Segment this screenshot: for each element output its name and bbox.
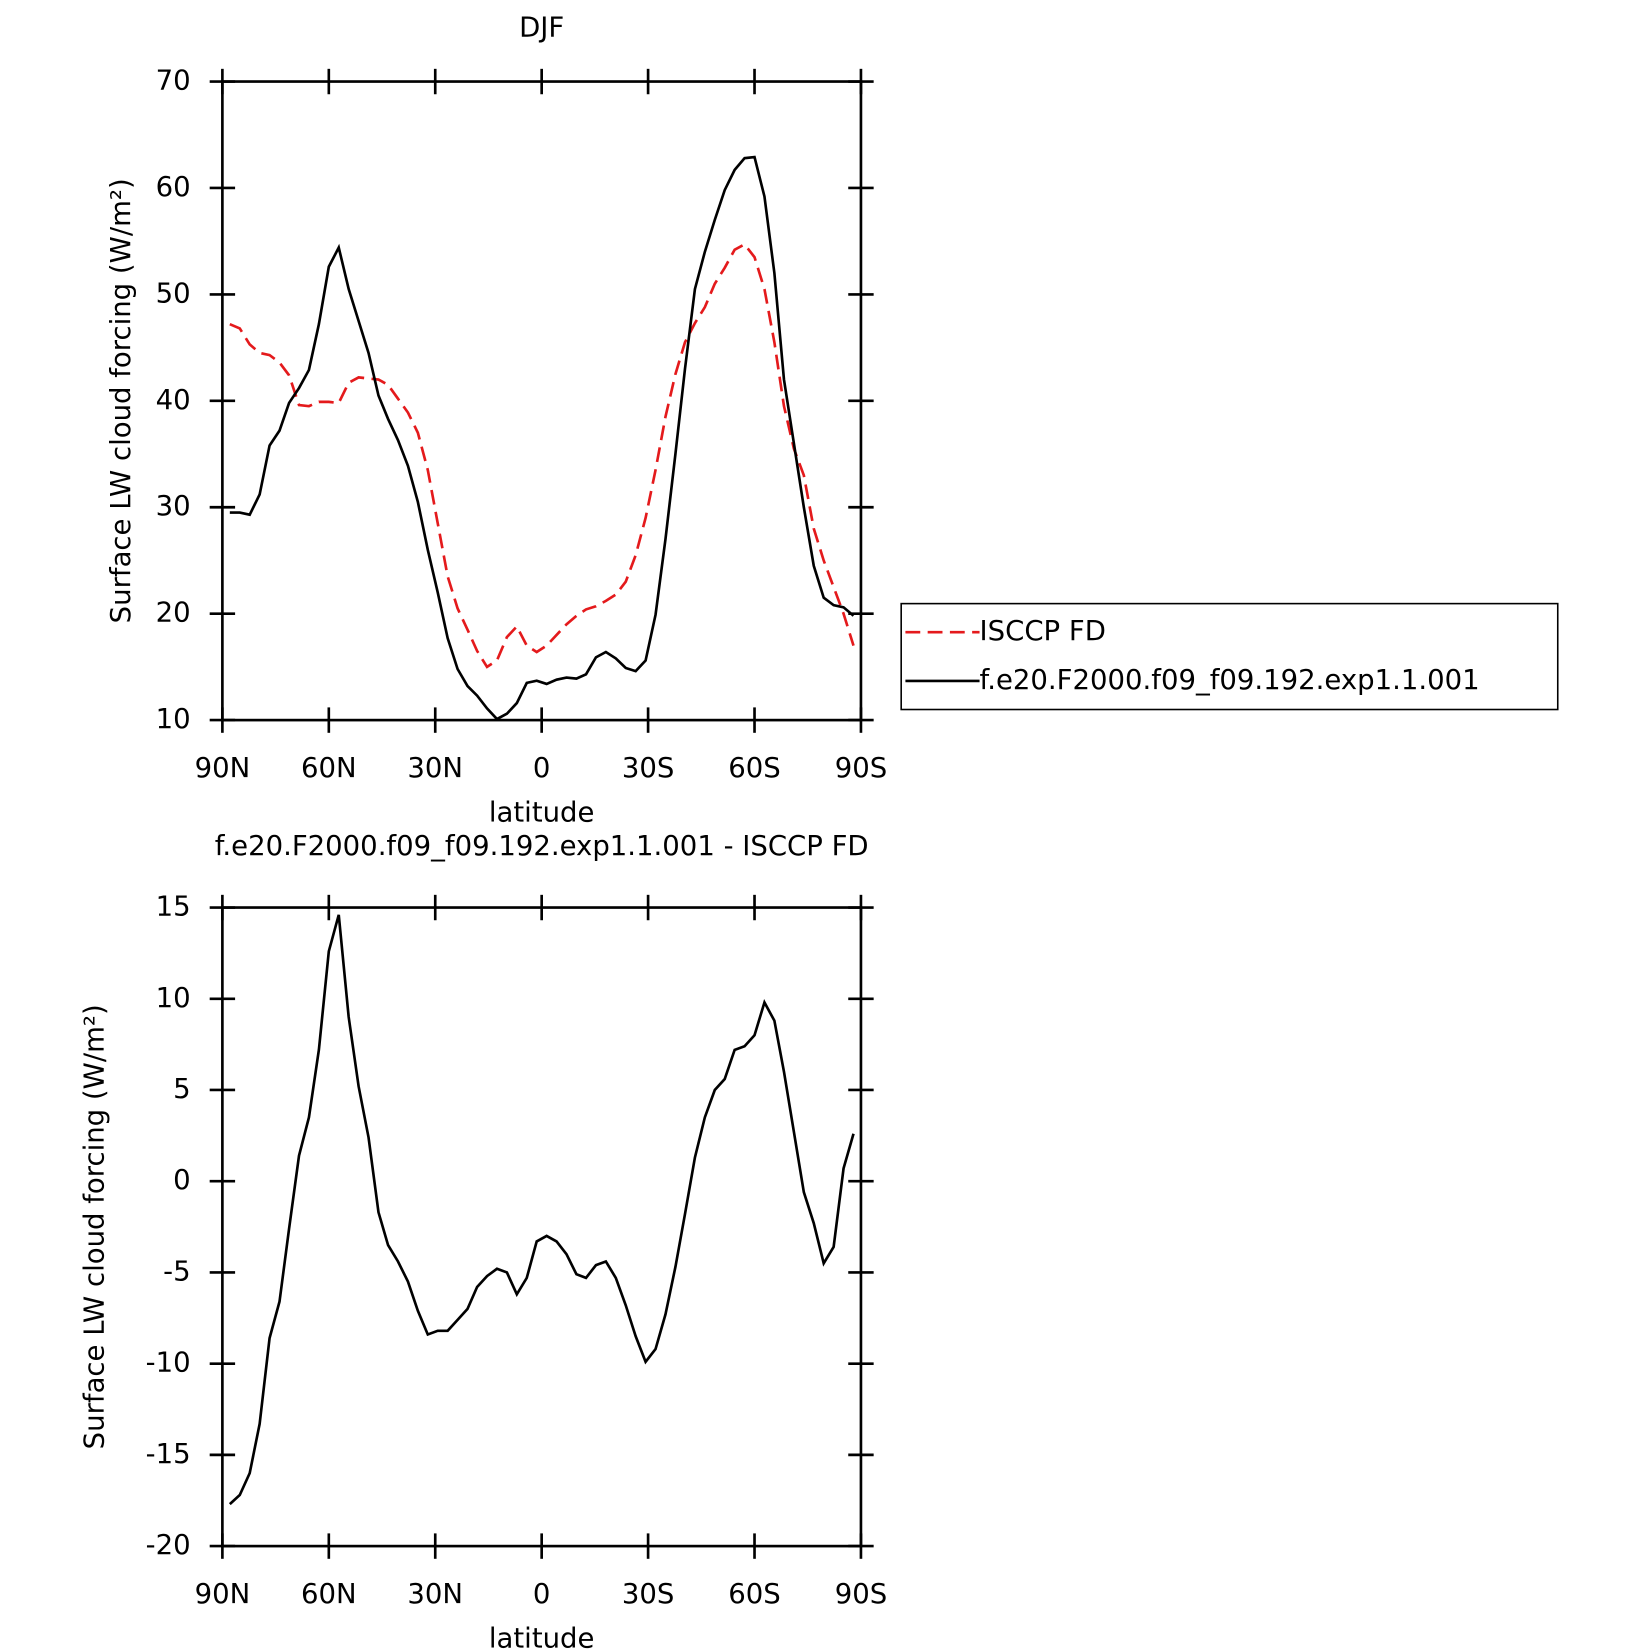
y-tick-label: 20 bbox=[156, 597, 191, 629]
chart-title: DJF bbox=[519, 12, 564, 44]
x-tick-label: 60S bbox=[728, 752, 780, 784]
y-tick-label: 0 bbox=[173, 1164, 191, 1196]
x-tick-label: 90S bbox=[835, 752, 887, 784]
y-tick-label: 30 bbox=[156, 490, 191, 522]
x-tick-label: 90N bbox=[195, 1578, 251, 1610]
y-tick-label: 60 bbox=[156, 171, 191, 203]
y-tick-label: 15 bbox=[156, 891, 191, 923]
y-tick-label: 50 bbox=[156, 277, 191, 309]
y-tick-label: -5 bbox=[163, 1255, 190, 1287]
y-axis-title: Surface LW cloud forcing (W/m²) bbox=[78, 1004, 110, 1449]
x-tick-label: 30S bbox=[622, 1578, 674, 1610]
y-tick-label: 10 bbox=[156, 703, 191, 735]
x-tick-label: 30N bbox=[407, 1578, 463, 1610]
x-tick-label: 60S bbox=[728, 1578, 780, 1610]
legend-label: f.e20.F2000.f09_f09.192.exp1.1.001 bbox=[980, 664, 1480, 696]
data-line bbox=[229, 242, 855, 669]
plot-frame bbox=[221, 80, 863, 722]
x-tick-label: 30N bbox=[407, 752, 463, 784]
x-axis-title: latitude bbox=[489, 796, 595, 828]
chart-title: f.e20.F2000.f09_f09.192.exp1.1.001 - ISC… bbox=[215, 830, 869, 862]
x-tick-label: 60N bbox=[301, 752, 357, 784]
y-tick-label: 70 bbox=[156, 65, 191, 97]
y-tick-label: -15 bbox=[146, 1438, 191, 1470]
y-tick-label: 10 bbox=[156, 982, 191, 1014]
x-tick-label: 0 bbox=[533, 1578, 551, 1610]
legend-box bbox=[900, 602, 1559, 711]
y-axis-title: Surface LW cloud forcing (W/m²) bbox=[105, 178, 137, 623]
plot-frame bbox=[221, 906, 863, 1548]
x-axis-title: latitude bbox=[489, 1622, 595, 1652]
x-tick-label: 90S bbox=[835, 1578, 887, 1610]
x-tick-label: 90N bbox=[195, 752, 251, 784]
y-tick-label: -20 bbox=[146, 1529, 191, 1561]
y-tick-label: 5 bbox=[173, 1073, 191, 1105]
x-tick-label: 60N bbox=[301, 1578, 357, 1610]
y-tick-label: 40 bbox=[156, 384, 191, 416]
data-line bbox=[228, 914, 855, 1506]
data-line bbox=[229, 155, 855, 721]
x-tick-label: 30S bbox=[622, 752, 674, 784]
legend-label: ISCCP FD bbox=[980, 615, 1106, 647]
x-tick-label: 0 bbox=[533, 752, 551, 784]
y-tick-label: -10 bbox=[146, 1347, 191, 1379]
